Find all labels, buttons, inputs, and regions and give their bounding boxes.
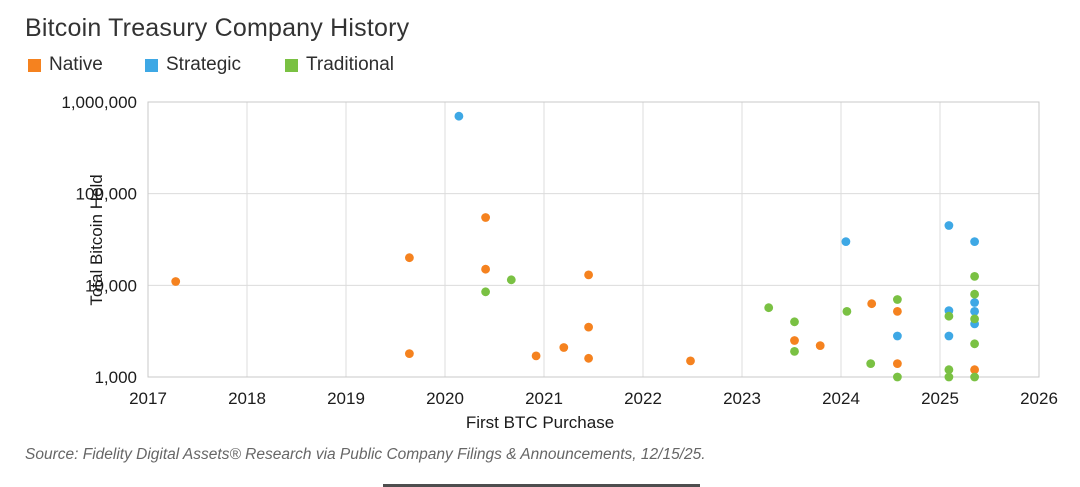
legend-item-strategic: Strategic (145, 54, 241, 76)
data-point-traditional (944, 311, 954, 321)
data-point-traditional (866, 359, 876, 368)
data-point-native (893, 359, 902, 368)
x-tick-label: 2017 (129, 389, 167, 408)
data-point-strategic (944, 221, 954, 230)
data-point-native (171, 277, 181, 286)
data-point-native (584, 322, 593, 332)
x-tick-label: 2023 (723, 389, 761, 408)
y-tick-label: 10,000 (85, 276, 137, 295)
traditional-swatch-icon (285, 58, 298, 72)
data-point-traditional (506, 275, 516, 285)
x-tick-label: 2022 (624, 389, 662, 408)
data-point-traditional (893, 372, 902, 382)
y-tick-label: 100,000 (76, 185, 137, 204)
x-tick-label: 2019 (327, 389, 365, 408)
data-point-native (584, 270, 593, 280)
legend: Native Strategic Traditional (0, 54, 1080, 76)
legend-label-strategic: Strategic (166, 54, 241, 75)
legend-item-traditional: Traditional (285, 54, 394, 76)
data-point-traditional (970, 289, 979, 299)
data-point-native (790, 336, 799, 345)
data-point-strategic (893, 331, 902, 341)
data-point-native (481, 264, 490, 274)
cropped-footer-text (383, 484, 700, 487)
data-point-strategic (970, 307, 979, 316)
y-tick-label: 1,000 (94, 368, 137, 387)
source-attribution: Source: Fidelity Digital Assets® Researc… (25, 446, 706, 463)
plot-border (147, 101, 1040, 378)
data-point-traditional (944, 365, 954, 375)
legend-item-native: Native (28, 54, 103, 76)
data-point-strategic (841, 237, 851, 247)
legend-label-traditional: Traditional (306, 54, 395, 75)
data-point-traditional (970, 272, 979, 281)
y-tick-label: 1,000,000 (61, 93, 137, 112)
data-point-traditional (893, 295, 902, 304)
data-point-native (559, 343, 569, 352)
data-point-traditional (842, 307, 852, 316)
x-tick-label: 2018 (228, 389, 266, 408)
data-point-strategic (454, 111, 464, 121)
data-point-traditional (790, 347, 799, 356)
x-tick-label: 2021 (525, 389, 563, 408)
data-point-native (867, 299, 877, 309)
data-point-traditional (970, 314, 979, 324)
data-point-traditional (970, 339, 979, 349)
data-point-traditional (764, 303, 774, 313)
data-point-traditional (481, 287, 490, 297)
data-point-native (481, 213, 490, 222)
data-point-strategic (970, 237, 979, 247)
x-tick-label: 2020 (426, 389, 464, 408)
native-swatch-icon (28, 58, 41, 72)
data-point-native (405, 253, 414, 263)
chart-title: Bitcoin Treasury Company History (25, 14, 410, 42)
x-axis-title: First BTC Purchase (465, 413, 615, 432)
x-tick-label: 2024 (822, 389, 860, 408)
data-point-native (893, 307, 902, 316)
legend-label-native: Native (49, 54, 103, 75)
data-point-native (405, 349, 414, 358)
data-point-native (815, 341, 825, 350)
x-tick-label: 2026 (1020, 389, 1058, 408)
data-point-native (531, 351, 541, 361)
data-point-strategic (970, 298, 979, 307)
data-point-native (970, 365, 979, 375)
x-tick-label: 2025 (921, 389, 959, 408)
data-point-native (584, 353, 593, 363)
data-point-native (686, 356, 695, 366)
strategic-swatch-icon (145, 58, 158, 72)
data-point-traditional (790, 317, 799, 327)
data-point-strategic (944, 331, 954, 341)
data-point-traditional (944, 372, 954, 382)
data-point-traditional (970, 372, 979, 382)
